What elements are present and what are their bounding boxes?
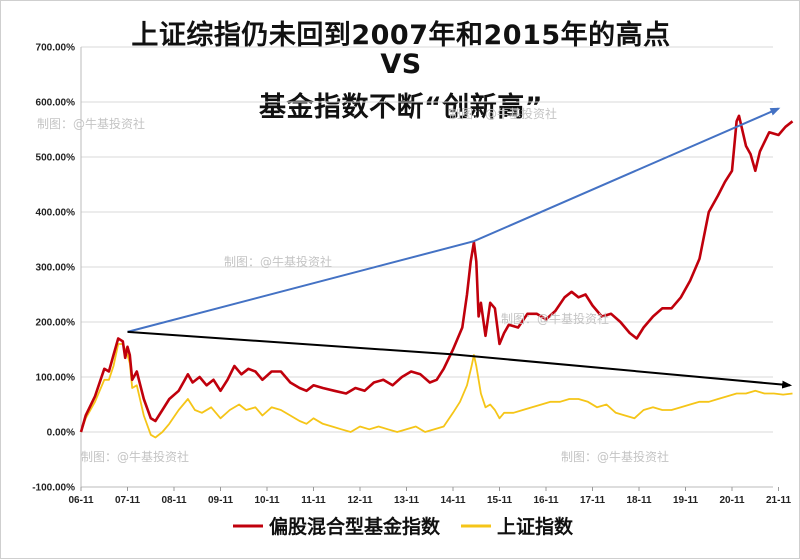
- x-tick-label: 20-11: [719, 495, 744, 506]
- series-layer: [79, 114, 794, 439]
- chart-title-line-2: VS: [380, 49, 422, 80]
- grid-layer: -100.00% 0.00% 100.00% 200.00% 300.00% 400.00…: [32, 43, 791, 507]
- x-tick-label: 16-11: [533, 495, 558, 506]
- y-tick-label: 100.00%: [36, 373, 76, 384]
- x-tick-label: 18-11: [626, 495, 651, 506]
- legend-fund-label: 偏股混合型基金指数: [269, 515, 441, 538]
- watermark-text: 制图：@牛基投资社: [81, 449, 189, 464]
- watermark-text: 制图：@牛基投资社: [561, 449, 669, 464]
- chart-title-line-3: 基金指数不断“创新高”: [259, 92, 543, 123]
- shanghai-index-line: [80, 343, 793, 439]
- fund-index-line: [79, 114, 794, 433]
- y-tick-label: 0.00%: [47, 428, 75, 439]
- x-tick-label: 17-11: [580, 495, 605, 506]
- y-tick-label: 300.00%: [36, 263, 76, 274]
- index-trend-arrow: [127, 330, 793, 389]
- x-tick-label: 14-11: [440, 495, 465, 506]
- y-tick-label: -100.00%: [32, 483, 75, 494]
- trend-arrows: [127, 107, 793, 389]
- watermark-text: 制图：@牛基投资社: [501, 311, 609, 326]
- fund-trend-arrow: [127, 107, 781, 333]
- x-tick-label: 07-11: [115, 495, 140, 506]
- x-tick-label: 08-11: [161, 495, 186, 506]
- x-tick-label: 19-11: [673, 495, 698, 506]
- y-tick-label: 500.00%: [36, 153, 76, 164]
- x-tick-label: 15-11: [487, 495, 512, 506]
- chart-title-line-1: 上证综指仍未回到2007年和2015年的高点: [131, 20, 671, 51]
- y-tick-label: 700.00%: [36, 43, 76, 54]
- y-tick-label: 600.00%: [36, 98, 76, 109]
- x-tick-label: 21-11: [766, 495, 791, 506]
- x-tick-label: 10-11: [254, 495, 279, 506]
- x-tick-label: 11-11: [301, 495, 326, 506]
- watermark-text: 制图：@牛基投资社: [37, 116, 145, 131]
- watermark-text: 制图：@牛基投资社: [449, 106, 557, 121]
- y-tick-label: 200.00%: [36, 318, 76, 329]
- x-tick-label: 09-11: [208, 495, 233, 506]
- y-tick-label: 400.00%: [36, 208, 76, 219]
- x-tick-label: 12-11: [347, 495, 372, 506]
- legend: 偏股混合型基金指数 上证指数: [233, 515, 574, 538]
- watermark-text: 制图：@牛基投资社: [224, 254, 332, 269]
- legend-shanghai-index-label: 上证指数: [497, 515, 574, 538]
- x-tick-label: 06-11: [68, 495, 93, 506]
- x-tick-label: 13-11: [394, 495, 419, 506]
